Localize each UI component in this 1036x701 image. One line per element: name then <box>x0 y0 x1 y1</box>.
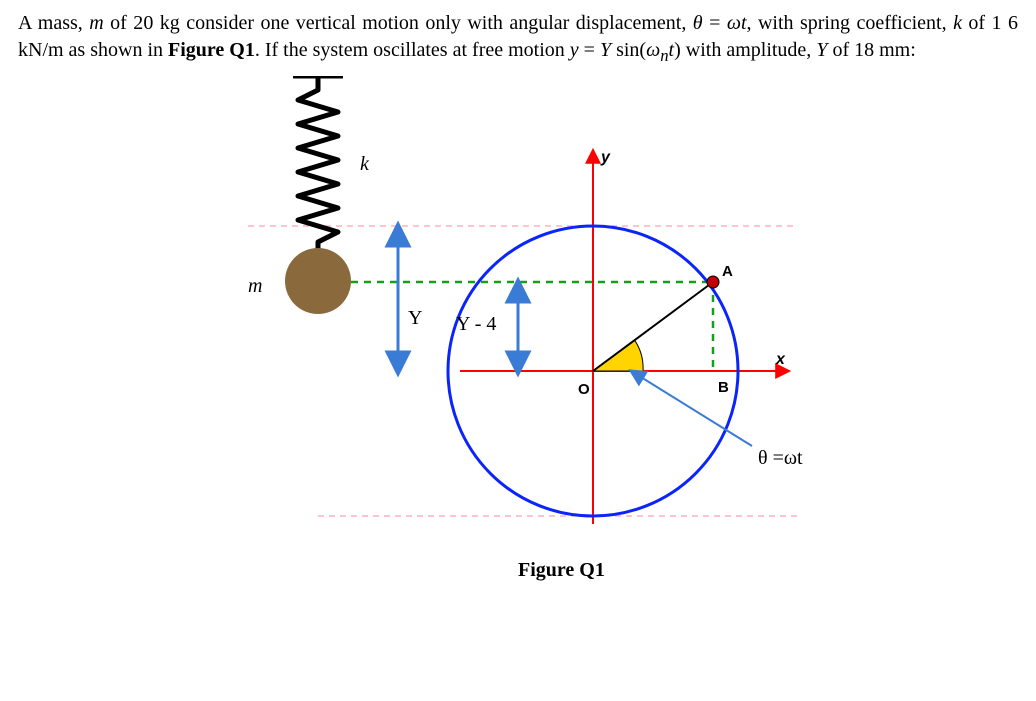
sym-Y: Y <box>600 39 611 61</box>
figure-svg: k m y x O A B Y Y - 4 θ =ωt Figure Q1 <box>138 76 898 596</box>
sym-omega: ω <box>646 39 660 61</box>
t6: of 1 <box>962 12 1002 34</box>
label-amp-y: Y <box>408 307 422 329</box>
sin: sin( <box>611 39 646 61</box>
sym-theta: θ <box>693 12 703 34</box>
fig-ref: Figure Q1 <box>168 39 255 61</box>
radius-oa <box>593 282 713 371</box>
t10: of 1 <box>827 39 864 61</box>
sym-m: m <box>89 12 103 34</box>
t1: A mass, <box>18 12 89 34</box>
sym-omegat: ωt <box>727 12 747 34</box>
mass-d2: 0 <box>143 12 153 34</box>
point-a <box>707 276 719 288</box>
t9: with amplitude, <box>681 39 817 61</box>
k-d2: 6 <box>1008 12 1018 34</box>
figure-q1: k m y x O A B Y Y - 4 θ =ωt Figure Q1 <box>18 76 1018 596</box>
label-b: B <box>718 379 729 396</box>
t5: , with spring coefficient, <box>747 12 954 34</box>
t4: = <box>703 12 727 34</box>
theta-pointer <box>636 374 752 446</box>
label-origin: O <box>578 381 590 398</box>
label-x-axis: x <box>775 351 786 368</box>
t2: of 2 <box>104 12 144 34</box>
mass-icon <box>285 248 351 314</box>
sym-Y2: Y <box>816 39 827 61</box>
label-a: A <box>722 263 733 280</box>
sym-k: k <box>953 12 962 34</box>
t3: kg consider one vertical motion only wit… <box>153 12 692 34</box>
t11: mm: <box>874 39 916 61</box>
label-y-axis: y <box>600 149 611 166</box>
spring-icon <box>293 76 343 254</box>
sub-n: n <box>660 46 668 65</box>
sym-y: y <box>570 39 579 61</box>
label-m: m <box>248 275 262 297</box>
t8: . If the system oscillates at free motio… <box>255 39 570 61</box>
label-theta-eq: θ =ωt <box>758 447 803 469</box>
label-k: k <box>360 153 370 175</box>
close: ) <box>674 39 681 61</box>
t7: kN/m as shown in <box>18 39 168 61</box>
figure-caption: Figure Q1 <box>518 559 605 581</box>
eq: = <box>579 39 600 61</box>
amp-d2: 8 <box>864 39 874 61</box>
problem-text: A mass, m of 20 kg consider one vertical… <box>18 10 1018 68</box>
label-amp-y4: Y - 4 <box>456 313 496 335</box>
